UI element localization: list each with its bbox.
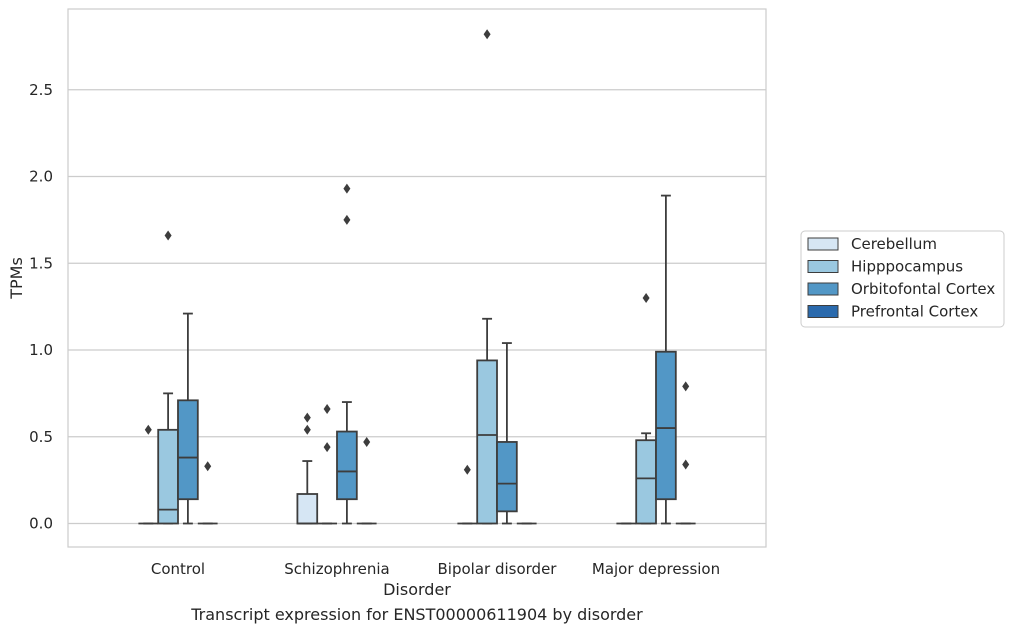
- y-tick-label: 1.0: [29, 341, 53, 359]
- box-orbitofontal-cortex: [336, 183, 358, 525]
- y-tick-label: 2.0: [29, 168, 53, 186]
- box-body: [296, 493, 319, 525]
- legend-swatch: [807, 305, 839, 318]
- box-prefrontal-cortex: [197, 461, 218, 525]
- legend-label: Hipppocampus: [851, 258, 963, 276]
- legend: Cerebellum Hipppocampus Orbitofontal Corte…: [800, 230, 1005, 328]
- box-cerebellum: [457, 464, 478, 525]
- y-tick-label: 0.0: [29, 515, 53, 533]
- y-axis-ticks: 0.0 0.5 1.0 1.5 2.0 2.5: [29, 81, 53, 533]
- box-groups: [138, 29, 696, 525]
- outlier-point: [682, 381, 690, 392]
- y-tick-label: 1.5: [29, 254, 53, 272]
- box-orbitofontal-cortex: [177, 312, 199, 525]
- box-body: [177, 399, 199, 501]
- x-tick-label: Bipolar disorder: [438, 560, 558, 578]
- outlier-point: [323, 403, 331, 414]
- legend-label: Orbitofontal Cortex: [851, 280, 995, 298]
- box-body: [635, 439, 657, 525]
- chart-caption: Transcript expression for ENST0000061190…: [191, 605, 643, 624]
- plot-frame: [67, 8, 767, 548]
- x-axis-title: Disorder: [383, 580, 451, 599]
- box-hipppocampus: [476, 29, 498, 525]
- box-body: [496, 441, 518, 513]
- outlier-point: [164, 230, 172, 241]
- legend-swatch: [807, 260, 839, 273]
- legend-swatch: [807, 237, 839, 251]
- outlier-point: [343, 183, 351, 194]
- outlier-point: [363, 436, 371, 447]
- box-prefrontal-cortex: [356, 436, 377, 525]
- box-hipppocampus: [635, 292, 657, 525]
- legend-box: [800, 230, 1005, 328]
- box-cerebellum: [138, 424, 159, 525]
- legend-label: Cerebellum: [851, 235, 937, 253]
- outlier-point: [343, 214, 351, 225]
- y-tick-label: 2.5: [29, 81, 53, 99]
- box-hipppocampus: [157, 230, 179, 525]
- box-cerebellum: [296, 412, 319, 525]
- outlier-point: [463, 464, 471, 475]
- x-tick-label: Schizophrenia: [284, 560, 389, 578]
- outlier-point: [303, 412, 311, 423]
- outlier-point: [483, 29, 491, 40]
- box-orbitofontal-cortex: [496, 342, 518, 525]
- x-tick-label: Major depression: [592, 560, 720, 578]
- outlier-point: [204, 461, 212, 472]
- box-orbitofontal-cortex: [655, 194, 677, 525]
- box-body: [476, 359, 498, 525]
- y-tick-label: 0.5: [29, 428, 53, 446]
- box-body: [655, 350, 677, 501]
- outlier-point: [682, 459, 690, 470]
- outlier-point: [642, 292, 650, 303]
- outlier-point: [144, 424, 152, 435]
- outlier-point: [323, 442, 331, 453]
- x-tick-label: Control: [151, 560, 205, 578]
- legend-swatch: [807, 282, 839, 296]
- x-axis-ticks: Control Schizophrenia Bipolar disorder Majo…: [151, 560, 720, 578]
- box-hipppocampus: [317, 403, 337, 525]
- legend-label: Prefrontal Cortex: [851, 303, 978, 321]
- y-axis-title: TPMs: [7, 257, 26, 300]
- outlier-point: [303, 424, 311, 435]
- box-body: [336, 430, 358, 501]
- box-prefrontal-cortex: [675, 381, 696, 525]
